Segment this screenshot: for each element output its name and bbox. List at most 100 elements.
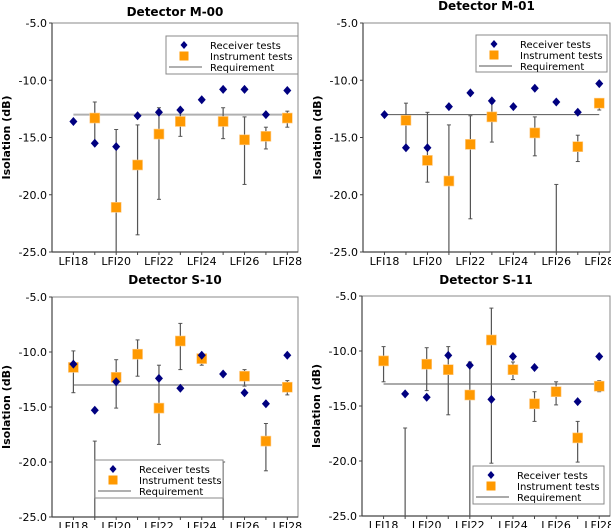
instrument-point (507, 364, 519, 376)
chart-panel-2: Detector M-01 -5.0 -10.0 -15.0 -20.0 -25.0 Iso… (311, 0, 611, 268)
instrument-point (529, 127, 541, 139)
chart-panel-1: Detector M-00 -5.0 -10.0 -15.0 -20.0 -25.0 Iso… (0, 5, 302, 268)
chart-title: Detector M-00 (127, 5, 224, 19)
legend-receiver-label: Receiver tests (517, 471, 588, 482)
receiver-point (240, 84, 249, 94)
receiver-point (422, 392, 431, 402)
y-tick-label: -5.0 (26, 291, 47, 304)
y-tick-label: -5.0 (26, 17, 47, 30)
instrument-point (422, 155, 433, 166)
x-tick-label: LFI18 (59, 520, 89, 528)
x-tick-label: LFI20 (101, 255, 131, 268)
y-tick-label: -20.0 (329, 455, 357, 468)
receiver-point (595, 79, 604, 89)
x-tick-label: LFI18 (370, 255, 400, 268)
instrument-point (378, 355, 389, 367)
instrument-point (110, 202, 122, 213)
chart-panel-4: Detector S-11 -5.0 -10.0 -15.0 -20.0 -25.0 Iso… (310, 273, 611, 528)
y-tick-label: -5.0 (336, 290, 357, 303)
instrument-point (442, 364, 454, 376)
receiver-point (508, 352, 517, 361)
y-tick-label: -10.0 (329, 345, 357, 358)
receiver-point (466, 88, 475, 98)
receiver-point (444, 102, 453, 112)
legend-instrument-label: Instrument tests (517, 482, 600, 493)
x-tick-label: LFI28 (584, 519, 611, 528)
legend-instrument-label: Instrument tests (139, 476, 222, 487)
receiver-point (444, 350, 453, 360)
receiver-point (283, 86, 292, 96)
y-axis-label: Isolation (dB) (0, 365, 13, 449)
receiver-point (176, 383, 185, 393)
x-tick-label: LFI26 (541, 519, 571, 528)
x-tick-label: LFI24 (187, 520, 217, 528)
instrument-point (464, 389, 476, 401)
x-tick-label: LFI18 (59, 255, 89, 268)
legend-receiver-label: Receiver tests (520, 40, 591, 51)
receiver-point (197, 350, 206, 360)
y-tick-label: -15.0 (19, 132, 47, 145)
instrument-point (400, 115, 412, 126)
instrument-point (443, 175, 455, 187)
x-tick-label: LFI26 (541, 255, 571, 268)
instrument-point (282, 112, 293, 124)
legend-instrument-marker (489, 50, 499, 60)
legend-requirement-label: Requirement (139, 487, 203, 498)
receiver-point (112, 142, 121, 152)
y-tick-label: -15.0 (19, 401, 47, 414)
x-tick-label: LFI28 (584, 255, 611, 268)
y-tick-label: -20.0 (19, 189, 47, 202)
instrument-point (260, 131, 272, 142)
legend-receiver-marker (180, 41, 188, 49)
instrument-point (89, 112, 101, 124)
receiver-point (69, 116, 78, 126)
receiver-point (380, 110, 389, 120)
instrument-point (132, 348, 143, 360)
receiver-point (401, 143, 410, 153)
y-tick-label: -15.0 (330, 132, 358, 145)
instrument-point (175, 116, 186, 127)
instrument-point (486, 334, 497, 346)
legend-requirement-label: Requirement (517, 493, 581, 504)
legend-instrument-label: Instrument tests (210, 52, 293, 63)
instrument-point (175, 335, 186, 347)
y-tick-label: -25.0 (330, 246, 358, 259)
legend-instrument-marker (108, 475, 118, 485)
x-tick-label: LFI24 (498, 519, 528, 528)
receiver-point (261, 110, 270, 120)
chart-panel-3: Detector S-10 -5.0 -10.0 -15.0 -20.0 -25.0 Iso… (0, 273, 302, 528)
y-axis-label: Isolation (dB) (311, 96, 324, 180)
instrument-point (217, 116, 229, 127)
receiver-point (552, 97, 561, 107)
instrument-point (153, 128, 165, 140)
legend-requirement-label: Requirement (520, 62, 584, 73)
receiver-point (530, 363, 539, 372)
receiver-point (90, 138, 99, 148)
y-tick-label: -20.0 (330, 189, 358, 202)
y-axis-label: Isolation (dB) (0, 96, 13, 180)
receiver-point (283, 350, 292, 360)
x-tick-label: LFI26 (230, 255, 260, 268)
x-tick-label: LFI18 (369, 519, 399, 528)
instrument-point (260, 435, 272, 447)
y-tick-label: -15.0 (329, 400, 357, 413)
x-tick-label: LFI28 (272, 255, 302, 268)
x-tick-label: LFI22 (144, 255, 174, 268)
receiver-point (154, 107, 163, 117)
x-tick-label: LFI20 (413, 255, 443, 268)
instrument-point (550, 386, 562, 398)
instrument-point (572, 141, 584, 152)
chart-title: Detector S-10 (128, 273, 222, 287)
receiver-point (530, 83, 539, 93)
y-tick-label: -25.0 (329, 510, 357, 523)
receiver-point (487, 394, 496, 404)
instrument-point (529, 398, 540, 410)
x-tick-label: LFI20 (412, 519, 442, 528)
legend-instrument-marker (179, 51, 189, 61)
x-tick-label: LFI24 (187, 255, 217, 268)
instrument-point (421, 358, 432, 370)
